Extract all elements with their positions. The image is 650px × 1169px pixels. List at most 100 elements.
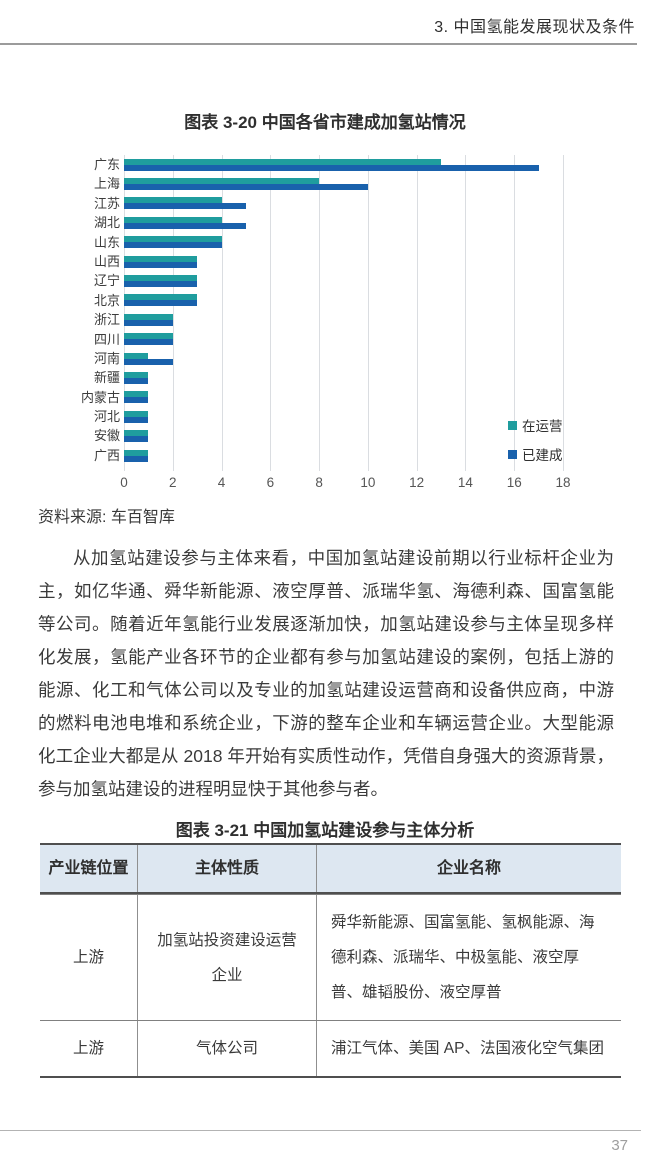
bar-group — [124, 310, 563, 329]
bar-operating — [124, 391, 149, 398]
bar-group — [124, 291, 563, 310]
bar-operating — [124, 197, 222, 204]
y-axis-label: 湖北 — [93, 215, 120, 231]
bar-built — [124, 164, 539, 171]
y-axis-label: 广西 — [93, 447, 120, 463]
bar-operating — [124, 333, 173, 340]
bar-built — [124, 377, 149, 384]
table-cell: 浦江气体、美国 AP、法国液化空气集团 — [331, 1040, 604, 1057]
bar-built — [124, 397, 149, 404]
legend-swatch — [508, 420, 517, 430]
grid-line — [367, 155, 369, 471]
x-axis-tick-label: 0 — [120, 475, 128, 490]
table-header-cell: 企业名称 — [436, 860, 501, 877]
body-paragraph: 从加氢站建设参与主体来看，中国加氢站建设前期以行业标杆企业为主，如亿华通、舜华新… — [38, 548, 614, 799]
hydrogen-stations-bar-chart: 广东上海江苏湖北山东山西辽宁北京浙江四川河南新疆内蒙古 河北安徽广西 0 2 4 6 8 1… — [38, 155, 612, 495]
bar-built — [124, 261, 198, 268]
bar-operating — [124, 236, 222, 243]
y-axis-label: 四川 — [93, 331, 120, 347]
grid-line — [319, 155, 321, 471]
bar-operating — [124, 158, 442, 165]
table-cell: 舜华新能源、国富氢能、氢枫能源、海德利森、派瑞华、中极氢能、液空厚普、雄韬股份、… — [331, 914, 595, 1001]
chart-source-note: 资料来源: 车百智库 — [38, 509, 175, 526]
bar-built — [124, 339, 173, 346]
chart-category-row: 河北 — [38, 407, 612, 426]
bar-operating — [124, 371, 149, 378]
table-row: 上游 气体公司 浦江气体、美国 AP、法国液化空气集团 — [40, 1020, 621, 1076]
bar-group — [124, 233, 563, 252]
y-axis-label: 安徽 — [93, 428, 120, 444]
bar-operating — [124, 410, 149, 417]
figure-320-title: 图表 3-20 中国各省市建成加氢站情况 — [184, 113, 466, 132]
chart-category-row: 四川 — [38, 330, 612, 349]
bar-built — [124, 184, 368, 191]
chart-category-row: 山西 — [38, 252, 612, 271]
legend-swatch — [508, 449, 517, 459]
x-axis-tick-label: 4 — [217, 475, 226, 490]
x-axis-tick-label: 16 — [506, 475, 522, 490]
chart-category-row: 安徽 — [38, 426, 612, 445]
bar-built — [124, 281, 198, 288]
bar-operating — [124, 275, 198, 282]
chart-category-row: 浙江 — [38, 310, 612, 329]
table-cell: 加氢站投资建设运营企业 — [138, 895, 317, 1020]
bar-built — [124, 416, 149, 423]
y-axis-label: 北京 — [93, 292, 120, 308]
chart-category-row: 内蒙古 — [38, 388, 612, 407]
y-axis-label: 辽宁 — [93, 273, 120, 289]
header-divider — [0, 43, 637, 45]
bar-built — [124, 222, 246, 229]
y-axis-label: 江苏 — [93, 195, 120, 211]
grid-line — [221, 155, 223, 471]
chart-rows: 广东上海江苏湖北山东山西辽宁北京浙江四川河南新疆内蒙古 河北安徽广西 — [38, 155, 612, 465]
bar-group — [124, 271, 563, 290]
y-axis-label: 浙江 — [93, 312, 120, 328]
bar-group — [124, 252, 563, 271]
grid-line — [172, 155, 174, 471]
bar-group — [124, 407, 563, 426]
grid-line — [514, 155, 516, 471]
bar-group — [124, 330, 563, 349]
y-axis-label: 山东 — [93, 234, 120, 250]
table-header-cell: 产业链位置 — [40, 845, 138, 892]
bar-built — [124, 242, 222, 249]
chart-category-row: 新疆 — [38, 368, 612, 387]
bar-built — [124, 319, 173, 326]
table-row: 上游 加氢站投资建设运营企业 舜华新能源、国富氢能、氢枫能源、海德利森、派瑞华、中极… — [40, 894, 621, 1020]
bar-operating — [124, 449, 149, 456]
chart-plot — [124, 155, 564, 471]
table-cell: 气体公司 — [138, 1021, 317, 1076]
x-axis-tick-label: 8 — [315, 475, 323, 490]
table-321-title: 图表 3-21 中国加氢站建设参与主体分析 — [175, 821, 475, 840]
bar-group — [124, 388, 563, 407]
bar-operating — [124, 294, 198, 301]
bar-built — [124, 455, 149, 462]
table-header-row: 产业链位置 主体性质 企业名称 — [40, 845, 621, 894]
grid-line — [270, 155, 272, 471]
grid-line — [465, 155, 467, 471]
table-cell: 上游 — [40, 895, 138, 1020]
y-axis-label: 河南 — [93, 350, 120, 366]
bar-group — [124, 213, 563, 232]
grid-line — [416, 155, 418, 471]
y-axis-label: 新疆 — [93, 370, 120, 386]
legend-label: 在运营 — [522, 419, 563, 434]
bar-group — [124, 174, 563, 193]
x-axis-tick-label: 2 — [169, 475, 177, 490]
y-axis-label: 广东 — [93, 157, 120, 172]
x-axis-tick-label: 12 — [409, 475, 425, 490]
table-cell: 上游 — [40, 1021, 138, 1076]
x-axis-tick-label: 6 — [266, 475, 275, 490]
page-number: 37 — [611, 1137, 628, 1154]
bar-built — [124, 203, 246, 210]
x-axis-tick-label: 14 — [457, 475, 473, 490]
bar-built — [124, 436, 149, 443]
bar-operating — [124, 216, 222, 223]
bar-group — [124, 349, 563, 368]
bar-group — [124, 155, 563, 174]
chart-x-axis: 0 2 4 6 8 10 12 14 16 18 — [120, 473, 570, 493]
x-axis-tick-label: 10 — [360, 475, 376, 490]
chart-category-row: 江苏 — [38, 194, 612, 213]
y-axis-label: 上海 — [93, 176, 120, 192]
table-header-cell: 主体性质 — [138, 845, 317, 892]
